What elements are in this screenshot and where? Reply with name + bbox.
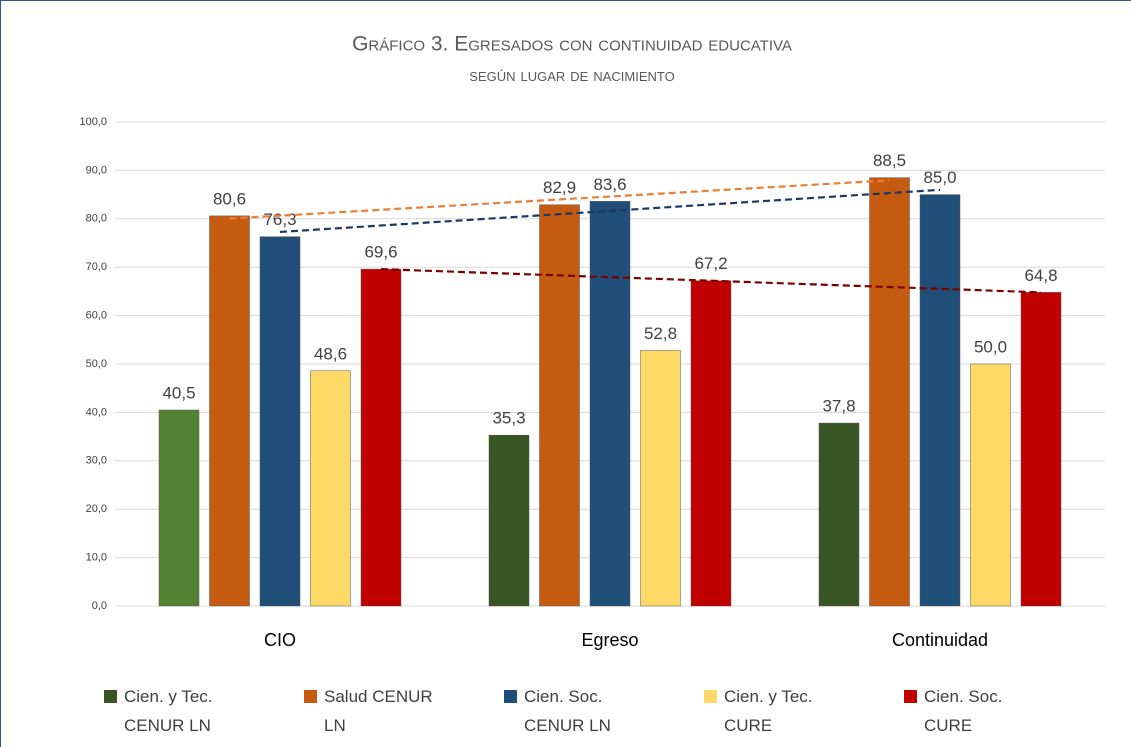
chart-title: Gráfico 3. Egresados con continuidad edu… bbox=[352, 33, 792, 56]
legend-item: Cien. Soc. CURE bbox=[904, 682, 1054, 740]
legend-item: Cien. y Tec. CURE bbox=[704, 682, 854, 740]
legend-item: Salud CENUR LN bbox=[304, 682, 454, 740]
y-tick-label: 30,0 bbox=[86, 455, 107, 467]
bar bbox=[158, 409, 200, 607]
data-label: 37,8 bbox=[822, 397, 855, 416]
x-tick-label: Egreso bbox=[581, 630, 638, 650]
legend-swatch bbox=[104, 690, 117, 703]
legend-label: Salud CENUR LN bbox=[324, 687, 433, 735]
bar bbox=[589, 201, 631, 607]
legend-item: Cien. y Tec. CENUR LN bbox=[104, 682, 254, 740]
legend-swatch bbox=[904, 690, 917, 703]
data-label: 85,0 bbox=[923, 168, 956, 187]
data-label: 76,3 bbox=[263, 210, 296, 229]
data-label: 82,9 bbox=[543, 178, 576, 197]
bar bbox=[690, 280, 732, 607]
y-tick-label: 100,0 bbox=[79, 116, 107, 128]
data-label: 64,8 bbox=[1024, 266, 1057, 285]
legend-swatch bbox=[304, 690, 317, 703]
y-tick-label: 40,0 bbox=[86, 406, 107, 418]
x-tick-label: Continuidad bbox=[892, 630, 988, 650]
bar bbox=[818, 422, 860, 607]
trendline bbox=[279, 188, 941, 234]
data-label: 48,6 bbox=[314, 344, 347, 363]
bar bbox=[310, 370, 351, 607]
y-tick-label: 50,0 bbox=[86, 358, 107, 370]
bar bbox=[869, 177, 910, 607]
bar bbox=[970, 363, 1011, 607]
legend-swatch bbox=[504, 690, 517, 703]
bar bbox=[259, 236, 301, 607]
legend-item: Cien. Soc. CENUR LN bbox=[504, 682, 654, 740]
legend-swatch bbox=[704, 690, 717, 703]
data-label: 50,0 bbox=[974, 337, 1007, 356]
y-tick-label: 70,0 bbox=[86, 261, 107, 273]
legend-label: Cien. Soc. CENUR LN bbox=[524, 687, 611, 735]
data-label: 69,6 bbox=[364, 243, 397, 262]
legend-label: Cien. Soc. CURE bbox=[924, 687, 1003, 735]
bar bbox=[488, 434, 530, 607]
data-label: 52,8 bbox=[644, 324, 677, 343]
data-label: 83,6 bbox=[593, 175, 626, 194]
y-tick-label: 90,0 bbox=[86, 164, 107, 176]
y-tick-label: 20,0 bbox=[86, 503, 107, 515]
legend-label: Cien. y Tec. CENUR LN bbox=[124, 687, 213, 735]
data-label: 40,5 bbox=[162, 383, 195, 402]
chart-subtitle: según lugar de nacimiento bbox=[469, 65, 674, 85]
trendline bbox=[229, 179, 890, 220]
bar bbox=[919, 194, 961, 607]
bar bbox=[539, 204, 580, 607]
bar bbox=[640, 350, 681, 607]
y-tick-label: 0,0 bbox=[92, 600, 107, 612]
y-tick-label: 80,0 bbox=[86, 213, 107, 225]
x-tick-label: CIO bbox=[264, 630, 296, 650]
bar bbox=[1020, 292, 1062, 607]
data-label: 35,3 bbox=[492, 409, 525, 428]
bar bbox=[360, 268, 402, 607]
trendline bbox=[380, 268, 1042, 294]
legend-label: Cien. y Tec. CURE bbox=[724, 687, 813, 735]
data-label: 80,6 bbox=[213, 189, 246, 208]
data-label: 67,2 bbox=[694, 254, 727, 273]
bar bbox=[209, 215, 250, 607]
y-tick-label: 60,0 bbox=[86, 310, 107, 322]
data-label: 88,5 bbox=[873, 151, 906, 170]
y-tick-label: 10,0 bbox=[86, 552, 107, 564]
